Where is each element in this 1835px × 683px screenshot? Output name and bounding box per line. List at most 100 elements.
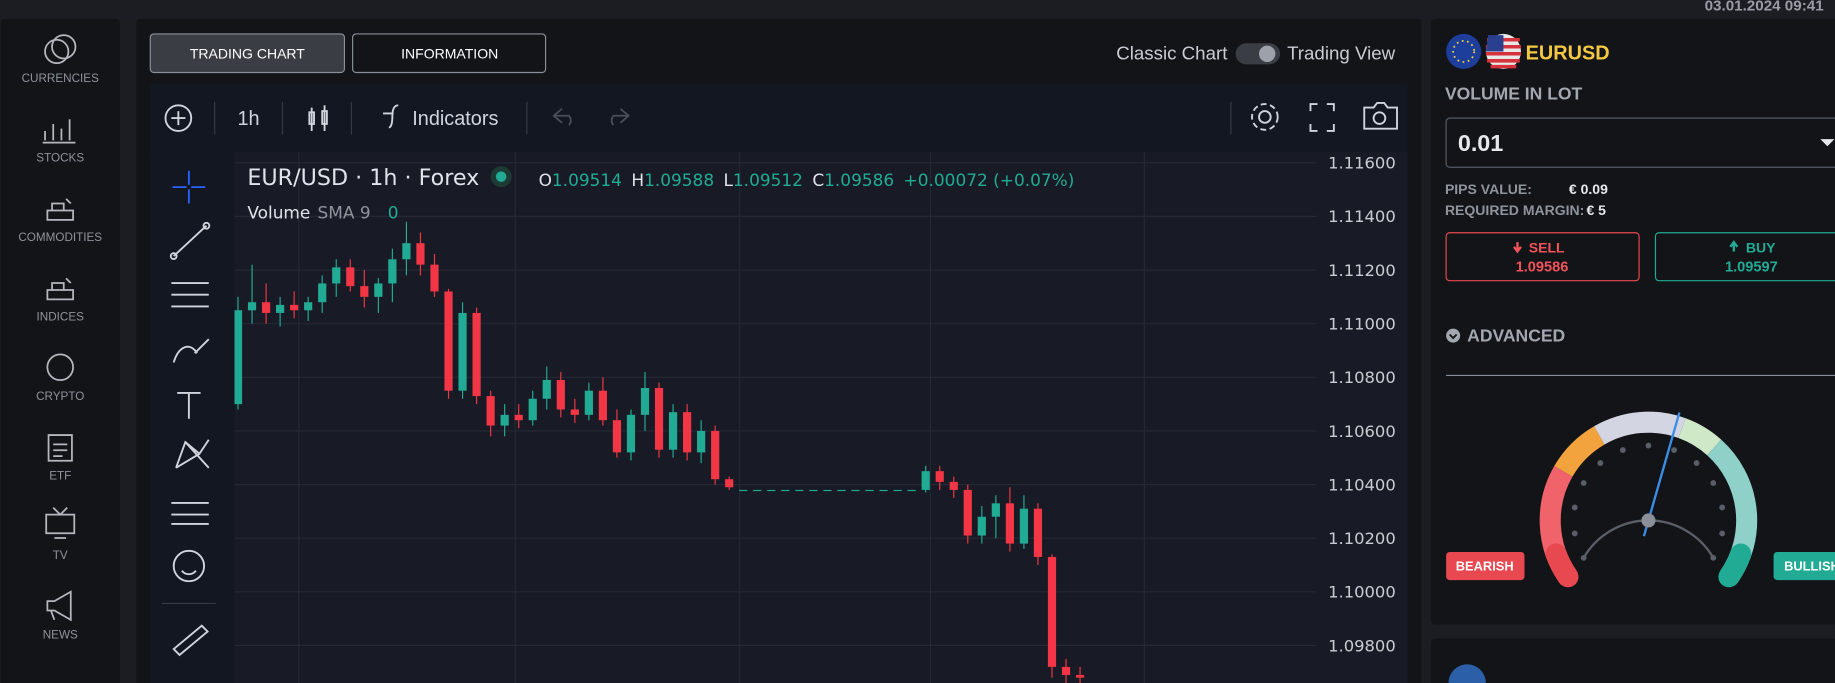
candle-body <box>668 412 678 450</box>
gauge-dot <box>1719 530 1726 537</box>
sell-label[interactable]: SELL <box>1529 240 1565 256</box>
sidebar-label[interactable]: CURRENCIES <box>22 72 99 85</box>
sma-value: 0 <box>388 203 399 223</box>
candle-body <box>528 398 537 421</box>
ohlc-key: H <box>631 170 644 190</box>
toggle-knob <box>1259 45 1276 62</box>
candle-body <box>963 489 972 536</box>
candle-body <box>584 390 593 415</box>
candle-body <box>711 430 720 480</box>
candle-body <box>416 243 425 265</box>
volume-label: Volume <box>247 203 310 223</box>
bearish-label: BEARISH <box>1456 559 1514 574</box>
gauge-segment <box>1678 418 1722 456</box>
candle-body <box>753 489 762 492</box>
sidebar <box>0 18 120 683</box>
bullish-badge <box>1773 552 1835 581</box>
ohlc-value: 1.09514 <box>552 170 622 190</box>
candle-body <box>332 267 341 284</box>
candle-body <box>626 414 636 453</box>
candle-body <box>374 283 383 297</box>
candle-body <box>697 430 706 453</box>
sell-arrow <box>1513 242 1522 254</box>
gauge-end <box>1718 543 1752 588</box>
y-tick-label: 1.11600 <box>1328 154 1396 173</box>
candle-body <box>388 259 397 284</box>
gauge-dot <box>1597 460 1604 467</box>
sell-price[interactable]: 1.09586 <box>1516 259 1569 275</box>
gauge-segment <box>1554 426 1605 477</box>
candle-body <box>654 388 664 450</box>
sidebar-label[interactable]: TV <box>53 549 68 562</box>
sidebar-label[interactable]: NEWS <box>43 629 78 642</box>
flag-eu-stars <box>1452 40 1476 63</box>
volume-value[interactable]: 0.01 <box>1458 130 1504 156</box>
interval[interactable]: 1h <box>237 108 259 130</box>
buy-label[interactable]: BUY <box>1746 240 1776 256</box>
ohlc-value: 1.09586 <box>824 170 894 190</box>
sma-label: SMA 9 <box>318 203 371 223</box>
toggle-label[interactable]: Classic Chart <box>1116 43 1228 64</box>
chart-title: EUR/USD · 1h · Forex <box>247 165 479 191</box>
panel-2 <box>1430 638 1835 683</box>
buy-price[interactable]: 1.09597 <box>1725 259 1778 275</box>
sidebar-label[interactable]: INDICES <box>37 310 85 323</box>
dropdown-arrow <box>1820 139 1835 147</box>
candle-body <box>556 379 565 410</box>
candle-body <box>346 267 355 287</box>
y-tick-label: 1.10000 <box>1328 583 1396 602</box>
plot-area <box>234 152 1408 683</box>
advanced-toggle[interactable]: ADVANCED <box>1467 326 1565 346</box>
y-tick-label: 1.10200 <box>1328 529 1396 548</box>
indicators-button[interactable]: Indicators <box>412 108 498 130</box>
candle-body <box>725 479 734 488</box>
volume-label: VOLUME IN LOT <box>1445 83 1583 103</box>
candle-body <box>1047 556 1057 667</box>
candle-body <box>781 489 790 492</box>
sidebar-label[interactable]: ETF <box>49 470 71 483</box>
candle-body <box>458 312 467 391</box>
sell-button[interactable] <box>1445 232 1640 282</box>
sidebar-label[interactable]: CRYPTO <box>36 390 84 403</box>
candle-body <box>234 310 243 405</box>
sidebar-label[interactable]: STOCKS <box>36 151 84 164</box>
y-tick-label: 1.10400 <box>1328 475 1396 494</box>
ohlc-change: +0.00072 (+0.07%) <box>904 170 1075 190</box>
tab-label[interactable]: TRADING CHART <box>190 45 305 61</box>
candle-body <box>472 312 481 397</box>
flag-eu <box>1446 33 1482 70</box>
candle-body <box>767 489 776 492</box>
margin-value: € 5 <box>1586 202 1606 218</box>
sentiment-gauge <box>1539 411 1758 588</box>
candle-body <box>865 489 874 492</box>
candle-body <box>851 489 860 492</box>
candle-body <box>276 304 285 313</box>
bearish-badge <box>1446 552 1525 581</box>
flag-us-canton <box>1485 35 1504 52</box>
tab-button[interactable] <box>149 33 346 74</box>
tab-label[interactable]: INFORMATION <box>401 45 498 61</box>
buy-button[interactable] <box>1654 232 1835 282</box>
ohlc-key: L <box>723 170 733 190</box>
candle-body <box>837 489 846 492</box>
candle-body <box>935 471 944 482</box>
candle-body <box>683 412 692 453</box>
tab-button[interactable] <box>352 33 547 74</box>
gauge-dot <box>1710 480 1717 486</box>
gauge-dot <box>1719 504 1726 511</box>
ohlc-value: 1.09588 <box>644 170 714 190</box>
toggle-label[interactable]: Trading View <box>1287 43 1396 64</box>
datetime: 03.01.2024 09:41 <box>1705 0 1825 15</box>
sidebar-label[interactable]: COMMODITIES <box>18 231 102 244</box>
candle-body <box>486 396 495 426</box>
y-tick-label: 1.09800 <box>1328 636 1396 655</box>
gauge-hub <box>1641 513 1656 528</box>
candle-body <box>823 489 832 492</box>
symbol: EURUSD <box>1526 43 1610 65</box>
volume-select[interactable] <box>1445 117 1835 168</box>
candle-body <box>570 409 579 415</box>
candle-body <box>1061 666 1071 675</box>
ohlc-value: 1.09512 <box>733 170 803 190</box>
candle-body <box>402 243 411 260</box>
